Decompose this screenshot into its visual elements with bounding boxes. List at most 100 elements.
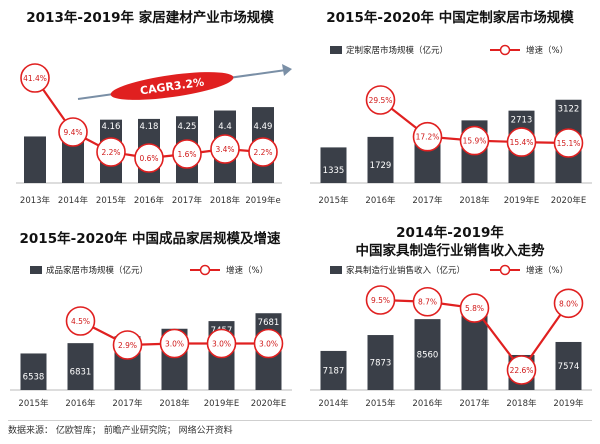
legend-label-bar: 成品家居市场规模（亿元） xyxy=(46,265,148,276)
bar xyxy=(367,335,394,390)
category-tick-label: 2015年 xyxy=(365,398,396,409)
bar xyxy=(320,147,347,183)
bar-value-label: 7681 xyxy=(258,318,280,328)
bar-value-label: 3122 xyxy=(558,105,580,115)
bar xyxy=(320,350,347,390)
growth-marker xyxy=(172,139,202,169)
growth-value-label: 9.5% xyxy=(371,296,390,305)
growth-marker xyxy=(459,125,490,156)
chart-panel-furniture-manufacturing: 2014年-2019年 中国家具制造行业销售收入走势 家具制造行业销售收入（亿元） 增… xyxy=(300,222,600,418)
chart-title: 2015年-2020年 中国定制家居市场规模 xyxy=(326,9,574,26)
category-tick-label: 2013年 xyxy=(20,195,51,206)
bar-value-label: 3.72 xyxy=(26,122,45,132)
growth-marker xyxy=(248,137,278,167)
growth-marker xyxy=(506,355,537,385)
growth-marker xyxy=(20,63,50,93)
bar xyxy=(24,136,46,183)
bar-value-label: 7187 xyxy=(323,366,345,376)
bar-value-label: 4.25 xyxy=(178,122,197,132)
growth-marker xyxy=(365,85,396,115)
legend: 家具制造行业销售收入（亿元） 增速（%） xyxy=(330,264,568,276)
category-tick-label: 2014年 xyxy=(318,398,349,409)
growth-value-label: 2.9% xyxy=(118,341,137,350)
growth-marker xyxy=(253,328,284,359)
source-note: 数据来源： 亿欧智库； 前瞻产业研究院； 网络公开资料 xyxy=(8,426,233,436)
growth-value-label: 15.9% xyxy=(463,137,487,146)
growth-marker xyxy=(210,134,240,164)
growth-marker xyxy=(112,330,143,360)
bar xyxy=(67,343,94,390)
bar-value-label: 8560 xyxy=(417,351,439,361)
bar-value-label: 1335 xyxy=(323,166,345,176)
category-tick-label: 2015年 xyxy=(18,398,49,409)
bar-value-label: 4.49 xyxy=(254,122,273,132)
bar-value-label: 6538 xyxy=(23,373,45,383)
growth-value-label: 29.5% xyxy=(369,96,393,105)
category-tick-label: 2020年E xyxy=(551,195,587,206)
growth-marker xyxy=(412,121,443,152)
category-tick-label: 2016年 xyxy=(412,398,443,409)
growth-value-label: 3.0% xyxy=(212,340,231,349)
growth-value-label: 0.6% xyxy=(139,154,158,163)
category-tick-label: 2019年E xyxy=(204,398,240,409)
growth-value-label: 5.8% xyxy=(465,304,484,313)
bar-value-label: 7574 xyxy=(558,362,580,372)
growth-marker xyxy=(96,137,126,167)
category-tick-label: 2018年 xyxy=(159,398,190,409)
growth-marker xyxy=(506,127,537,157)
legend-swatch-bar xyxy=(330,266,342,274)
category-tick-label: 2015年 xyxy=(96,195,127,206)
category-tick-label: 2019年 xyxy=(553,398,584,409)
legend-label-line: 增速（%） xyxy=(526,45,568,56)
legend-label-line: 增速（%） xyxy=(526,265,568,276)
growth-marker xyxy=(206,328,237,359)
growth-marker xyxy=(65,306,96,336)
bar-value-label: 1729 xyxy=(370,161,392,171)
growth-marker xyxy=(412,286,443,317)
legend: 定制家居市场规模（亿元） 增速（%） xyxy=(330,44,568,56)
legend-swatch-marker xyxy=(199,264,211,276)
category-tick-label: 2019年E xyxy=(504,195,540,206)
growth-value-label: 2.2% xyxy=(253,148,272,157)
growth-marker xyxy=(365,285,396,315)
source-divider xyxy=(8,420,592,421)
chart-panel-finished-furniture: 2015年-2020年 中国成品家居规模及增速 成品家居市场规模（亿元） 增速（%）… xyxy=(0,222,300,418)
growth-value-label: 4.5% xyxy=(71,317,90,326)
chart-panel-custom-furniture: 2015年-2020年 中国定制家居市场规模定制家居市场规模（亿元） 增速（%） 1… xyxy=(300,0,600,212)
chart-panel-building-materials: 2013年-2019年 家居建材产业市场规模3.722013年4.072014年… xyxy=(0,0,300,212)
growth-marker xyxy=(134,143,164,173)
category-tick-label: 2018年 xyxy=(506,398,537,409)
bar-value-label: 2713 xyxy=(511,116,533,126)
category-tick-label: 2019年e xyxy=(245,195,280,206)
growth-value-label: 1.6% xyxy=(177,150,196,159)
category-tick-label: 2016年 xyxy=(134,195,165,206)
bar-value-label: 4.4 xyxy=(218,122,232,132)
growth-value-label: 3.0% xyxy=(165,340,184,349)
legend-label-bar: 定制家居市场规模（亿元） xyxy=(346,45,448,56)
growth-marker xyxy=(459,293,490,323)
legend-label-line: 增速（%） xyxy=(226,265,268,276)
bar-value-label: 4.16 xyxy=(102,122,121,132)
legend-swatch-marker xyxy=(499,44,511,56)
growth-marker xyxy=(58,117,88,147)
bar-value-label: 4.18 xyxy=(140,122,159,132)
bar xyxy=(20,353,47,390)
growth-marker xyxy=(553,128,584,158)
cagr-annotation: CAGR3.2% xyxy=(77,64,292,100)
category-tick-label: 2017年 xyxy=(412,195,443,206)
chart-title: 中国家具制造行业销售收入走势 xyxy=(356,242,545,259)
bar xyxy=(367,136,394,183)
chart-title: 2013年-2019年 家居建材产业市场规模 xyxy=(26,9,274,26)
growth-value-label: 8.7% xyxy=(418,298,437,307)
category-tick-label: 2018年 xyxy=(210,195,241,206)
cagr-arrow-head xyxy=(282,64,292,76)
legend: 成品家居市场规模（亿元） 增速（%） xyxy=(30,264,268,276)
category-tick-label: 2017年 xyxy=(112,398,143,409)
growth-marker xyxy=(553,288,584,319)
growth-value-label: 22.6% xyxy=(510,366,534,375)
category-tick-label: 2016年 xyxy=(65,398,96,409)
category-tick-label: 2020年E xyxy=(251,398,287,409)
bar xyxy=(414,319,441,390)
growth-value-label: 3.4% xyxy=(215,145,234,154)
